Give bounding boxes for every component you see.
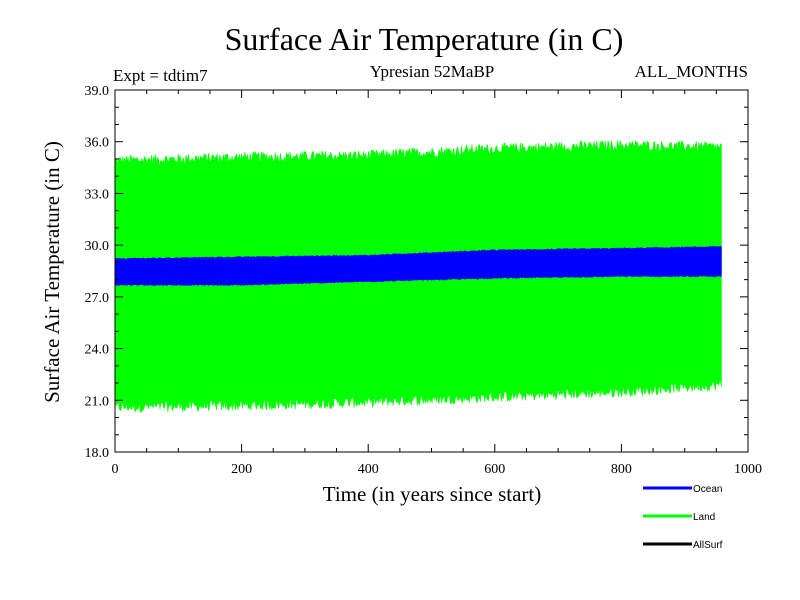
- axes: 18.0 21.0 24.0 27.0 30.0 33.0 36.0 39.0 0 200 400 6…: [85, 84, 763, 477]
- y-tick-label: 18.0: [85, 446, 110, 461]
- y-tick-label: 30.0: [85, 239, 110, 254]
- period-label: Ypresian 52MaBP: [370, 62, 495, 81]
- experiment-label: Expt = tdtim7: [113, 66, 208, 85]
- y-axis-label: Surface Air Temperature (in C): [40, 141, 64, 403]
- legend-label-allsurf: AllSurf: [693, 540, 723, 551]
- y-tick-label: 36.0: [85, 136, 110, 151]
- y-tick-label: 39.0: [85, 84, 110, 99]
- legend-label-ocean: Ocean: [693, 484, 722, 495]
- x-tick-label: 600: [484, 462, 505, 477]
- x-axis-label: Time (in years since start): [323, 482, 542, 506]
- y-tick-label: 21.0: [85, 394, 110, 409]
- y-tick-label: 33.0: [85, 187, 110, 202]
- x-tick-label: 400: [358, 462, 379, 477]
- y-tick-label: 24.0: [85, 343, 110, 358]
- months-label: ALL_MONTHS: [635, 62, 748, 81]
- plot-area: [114, 139, 722, 413]
- legend: Ocean Land AllSurf: [643, 484, 723, 551]
- y-tick-label: 27.0: [85, 291, 110, 306]
- x-tick-label: 800: [611, 462, 632, 477]
- x-tick-label: 200: [231, 462, 252, 477]
- chart-title: Surface Air Temperature (in C): [225, 21, 624, 57]
- series-ocean-band: [114, 245, 722, 287]
- x-tick-label: 1000: [734, 462, 762, 477]
- x-tick-label: 0: [112, 462, 119, 477]
- legend-label-land: Land: [693, 512, 715, 523]
